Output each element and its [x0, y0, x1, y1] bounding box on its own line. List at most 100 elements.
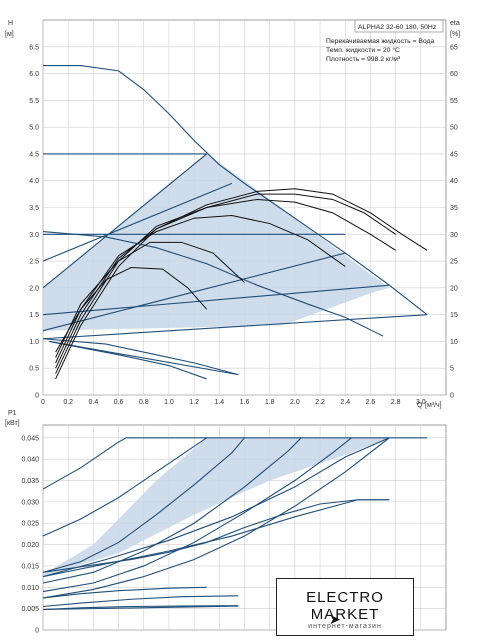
eta-tick-label: 20	[450, 285, 458, 292]
y-tick-label: 4.0	[29, 178, 39, 185]
x-tick-label: 0	[41, 399, 45, 406]
eta-tick-label: 60	[450, 71, 458, 78]
head-axis-label: H	[8, 20, 13, 27]
efficiency-curve	[55, 215, 346, 364]
performance-curve	[42, 437, 302, 584]
y-tick-label: 0.025	[21, 521, 39, 528]
x-tick-label: 2.6	[366, 399, 376, 406]
pump-info-box	[354, 19, 444, 33]
performance-curve	[42, 437, 390, 578]
x-tick-label: 1.0	[164, 399, 174, 406]
logo-subtitle: интернет-магазин	[308, 623, 382, 630]
performance-curve	[42, 499, 390, 573]
performance-curve	[42, 231, 384, 337]
head-axis-unit: [м]	[5, 31, 14, 38]
x-tick-label: 2.8	[391, 399, 401, 406]
power-tick-labels: 0 0.005 0.010 0.015 0.020 0.025 0.030 0.035 0.04…	[21, 435, 39, 634]
x-tick-label: 0.6	[114, 399, 124, 406]
operating-area	[43, 437, 390, 577]
performance-curve	[42, 605, 239, 611]
logo-text: ELECTRO MARKET	[306, 589, 384, 623]
x-tick-label: 0.4	[89, 399, 99, 406]
performance-curve	[49, 340, 207, 380]
eta-tick-label: 5	[450, 366, 454, 373]
efficiency-curve	[55, 193, 396, 374]
x-tick-label: 1.8	[265, 399, 275, 406]
x-tick-label: 3.0	[416, 399, 426, 406]
eta-axis-label: eta	[450, 20, 460, 27]
pumped-medium: Перекачиваемая жидкость = Вода	[326, 38, 435, 45]
y-tick-label: 0	[35, 628, 39, 635]
performance-curve	[42, 586, 207, 599]
efficiency-curve	[55, 266, 208, 353]
efficiency-curve	[55, 241, 245, 358]
head-chart-panel: 0 0.5 1.0 1.5 2.0 2.5 3.0 3.5 4.0 4.5 5.0 5.5 6.0 6.5…	[5, 19, 460, 409]
head-operating-areas	[43, 153, 390, 331]
x-tick-label: 2.4	[340, 399, 350, 406]
eta-tick-label: 65	[450, 44, 458, 51]
x-tick-label: 1.6	[240, 399, 250, 406]
y-tick-label: 0.015	[21, 563, 39, 570]
y-tick-label: 2.0	[29, 285, 39, 292]
head-tick-labels: 0 0.5 1.0 1.5 2.0 2.5 3.0 3.5 4.0 4.5 5.0 5.5 6.0 6.5…	[29, 44, 458, 406]
y-tick-label: 0.035	[21, 478, 39, 485]
y-tick-label: 0.005	[21, 606, 39, 613]
eta-tick-label: 45	[450, 151, 458, 158]
x-tick-label: 0.2	[63, 399, 73, 406]
eta-axis-unit: [%]	[450, 31, 460, 38]
performance-curve	[42, 338, 239, 376]
cursor-arrow-icon: ➤	[329, 611, 341, 627]
y-tick-label: 0.010	[21, 585, 39, 592]
flow-axis-unit: [м³/ч]	[425, 402, 442, 409]
y-tick-label: 6.0	[29, 71, 39, 78]
efficiency-curves	[55, 188, 428, 380]
electro-market-logo: ELECTRO MARKET интернет-магазин ➤	[276, 578, 414, 636]
y-tick-label: 5.0	[29, 125, 39, 132]
performance-curve	[42, 182, 233, 262]
y-tick-label: 1.0	[29, 339, 39, 346]
pump-model: ALPHA2 32-60 180, 50Hz	[358, 24, 437, 31]
eta-tick-label: 40	[450, 178, 458, 185]
power-curves	[42, 437, 428, 611]
eta-tick-label: 50	[450, 125, 458, 132]
eta-tick-label: 10	[450, 339, 458, 346]
y-tick-label: 0.5	[29, 366, 39, 373]
performance-curve	[42, 252, 346, 332]
x-tick-label: 1.4	[214, 399, 224, 406]
eta-tick-label: 35	[450, 205, 458, 212]
performance-curve	[42, 595, 239, 608]
y-tick-label: 3.5	[29, 205, 39, 212]
y-tick-label: 4.5	[29, 151, 39, 158]
y-tick-label: 0.030	[21, 499, 39, 506]
performance-curve	[42, 437, 428, 490]
performance-curve	[42, 437, 208, 537]
performance-curve	[43, 64, 428, 316]
liquid-density: Плотность = 998.2 кг/м³	[326, 56, 401, 63]
operating-area	[43, 153, 390, 331]
eta-tick-label: 25	[450, 259, 458, 266]
y-tick-label: 6.5	[29, 44, 39, 51]
x-tick-label: 1.2	[189, 399, 199, 406]
eta-tick-label: 0	[450, 393, 454, 400]
eta-tick-label: 30	[450, 232, 458, 239]
performance-curve	[42, 437, 390, 599]
eta-tick-label: 15	[450, 312, 458, 319]
y-tick-label: 3.0	[29, 232, 39, 239]
y-tick-label: 2.5	[29, 259, 39, 266]
y-tick-label: 0.040	[21, 457, 39, 464]
x-tick-label: 2.2	[315, 399, 325, 406]
performance-curve	[42, 437, 245, 573]
y-tick-label: 0.045	[21, 435, 39, 442]
eta-tick-label: 55	[450, 98, 458, 105]
performance-curve	[42, 314, 428, 340]
performance-curve	[42, 284, 390, 316]
power-axis-unit: [кВт]	[5, 420, 20, 427]
performance-curve	[42, 605, 239, 611]
x-tick-label: 2.0	[290, 399, 300, 406]
y-tick-label: 1.5	[29, 312, 39, 319]
y-tick-label: 5.5	[29, 98, 39, 105]
power-axis-label: P1	[8, 410, 17, 417]
liquid-temperature: Темп. жидкости = 20 °C	[326, 46, 400, 54]
x-tick-label: 0.8	[139, 399, 149, 406]
